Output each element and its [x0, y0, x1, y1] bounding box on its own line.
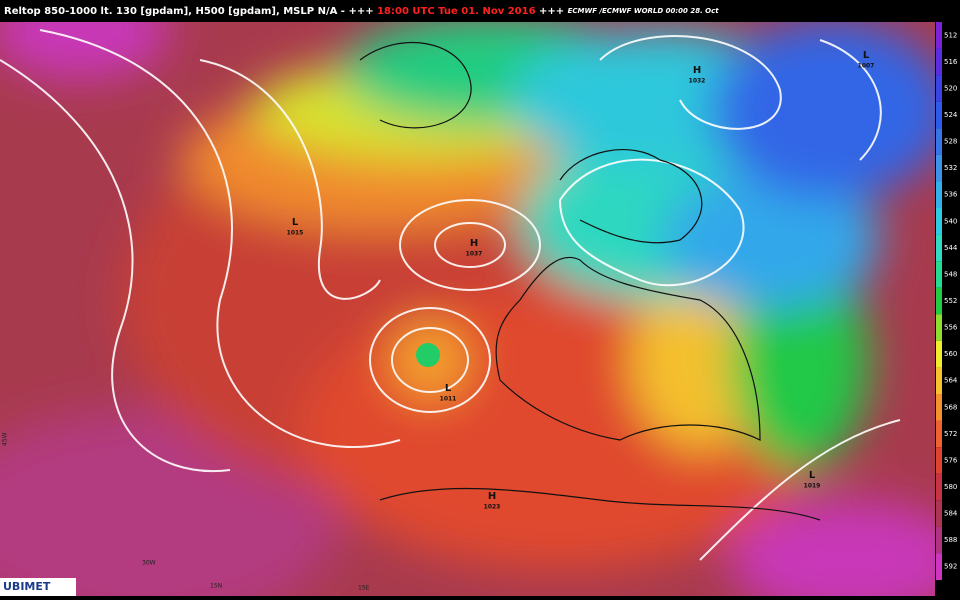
colorbar-label: 592	[944, 563, 957, 571]
header-bar	[0, 0, 960, 22]
colorbar-label: 576	[944, 456, 958, 464]
colorbar-swatch	[936, 75, 942, 102]
colorbar-swatch	[936, 420, 942, 448]
logo: UBIMET	[3, 580, 51, 593]
pressure-kind: H	[693, 65, 701, 76]
colorbar-label: 548	[944, 270, 957, 278]
header-separator: +++	[539, 6, 564, 17]
colorbar-swatch	[936, 473, 942, 501]
colorbar-swatch	[936, 500, 942, 527]
colorbar-swatch	[936, 340, 942, 368]
pressure-systems: H 1032 H 1037 L 1015 L 1011 H 1023 L 1019 L 1007	[287, 50, 875, 511]
pressure-kind: H	[470, 238, 478, 249]
colorbar-swatch	[936, 314, 942, 341]
colorbar-label: 520	[944, 84, 957, 92]
colorbar: 512 516 520 524 528 532 536 540 544 548 552 556 560 5…	[935, 22, 960, 596]
low-core	[416, 343, 440, 367]
colorbar-label: 552	[944, 297, 957, 305]
logo-box	[0, 578, 76, 596]
grid-label: 45W	[2, 432, 9, 446]
pressure-kind: L	[863, 50, 870, 61]
colorbar-label: 532	[944, 164, 957, 172]
grid-label: 30W	[142, 560, 156, 567]
colorbar-swatch	[936, 394, 942, 421]
header-time: 18:00 UTC Tue 01. Nov 2016	[377, 6, 535, 17]
colorbar-swatch	[936, 234, 942, 262]
colorbar-swatch	[936, 128, 942, 155]
colorbar-label: 564	[944, 377, 958, 385]
colorbar-label: 568	[944, 403, 957, 411]
colorbar-swatch	[936, 48, 942, 76]
pressure-value: 1019	[804, 483, 821, 490]
colorbar-label: 512	[944, 31, 957, 39]
colorbar-swatch	[936, 101, 942, 129]
isobars	[0, 29, 901, 561]
grid-label: 15E	[358, 585, 370, 592]
pressure-value: 1037	[466, 251, 483, 258]
grid-labels: 30W 15N 15E 45W	[2, 432, 370, 591]
colorbar-label: 540	[944, 217, 957, 225]
colorbar-label: 584	[944, 510, 958, 518]
coastlines	[359, 41, 821, 521]
header-title: Reltop 850-1000 lt. 130 [gpdam], H500 [g…	[4, 6, 719, 17]
colorbar-swatch	[936, 553, 942, 580]
colorbar-swatch	[936, 447, 942, 474]
colorbar-swatch	[936, 367, 942, 394]
pressure-kind: L	[809, 470, 816, 481]
colorbar-label: 516	[944, 58, 958, 66]
colorbar-swatch	[936, 287, 942, 315]
colorbar-label: 580	[944, 483, 957, 491]
colorbar-label: 556	[944, 324, 958, 332]
pressure-kind: L	[292, 217, 299, 228]
colorbar-swatch	[936, 181, 942, 208]
pressure-value: 1032	[689, 78, 706, 85]
pressure-value: 1011	[440, 396, 457, 403]
pressure-value: 1023	[484, 504, 501, 511]
colorbar-swatch	[936, 154, 942, 182]
colorbar-swatch	[936, 208, 942, 235]
colorbar-label: 536	[944, 191, 958, 199]
colorbar-swatch	[936, 526, 942, 554]
pressure-value: 1007	[858, 63, 875, 70]
colorbar-label: 544	[944, 244, 958, 252]
grid-label: 15N	[210, 583, 222, 590]
pressure-kind: H	[488, 491, 496, 502]
colorbar-label: 528	[944, 138, 957, 146]
header-prefix: Reltop 850-1000 lt. 130 [gpdam], H500 [g…	[4, 6, 374, 17]
colorbar-label: 588	[944, 536, 957, 544]
pressure-kind: L	[445, 383, 452, 394]
colorbar-label: 572	[944, 430, 957, 438]
header-run: ECMWF /ECMWF WORLD 00:00 28. Oct	[568, 7, 720, 15]
pressure-value: 1015	[287, 230, 304, 237]
colorbar-swatch	[936, 261, 942, 288]
colorbar-label: 524	[944, 111, 958, 119]
colorbar-swatch	[936, 22, 942, 49]
colorbar-label: 560	[944, 350, 957, 358]
